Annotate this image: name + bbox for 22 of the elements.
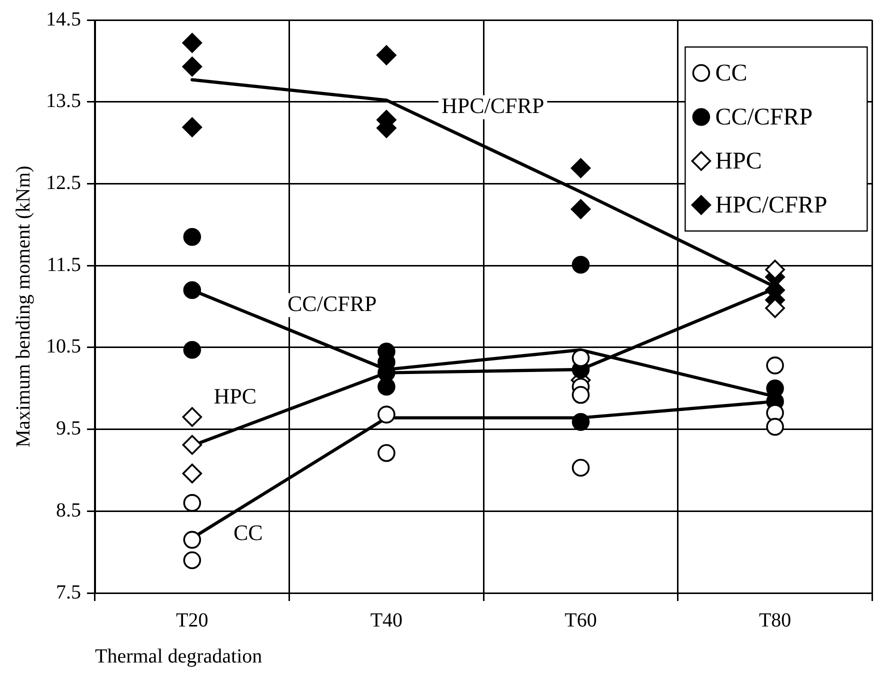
y-tick-label: 8.5 [56,499,81,522]
series-label: HPC/CFRP [441,93,544,118]
y-tick-label: 11.5 [46,254,81,276]
legend-label: CC [715,60,748,86]
y-tick-label: 13.5 [46,90,81,112]
legend-label: CC/CFRP [715,104,813,130]
x-tick-label: T80 [758,609,792,632]
x-tick-label: T40 [370,609,403,632]
y-axis-title: Maximum bending moment (kNm) [12,166,34,448]
legend-label: HPC/CFRP [715,192,828,218]
series-label: CC/CFRP [288,290,377,316]
y-tick-label: 9.5 [56,418,81,440]
x-axis-title: Thermal degradation [95,645,262,668]
y-tick-label: 7.5 [56,581,81,604]
legend-label: HPC [715,148,762,174]
series-label: CC [233,520,263,545]
y-tick-label: 10.5 [46,336,81,358]
x-tick-label: T20 [176,609,208,632]
y-tick-label: 12.5 [46,172,81,194]
y-tick-label: 14.5 [46,8,81,30]
series-label: HPC [214,383,257,408]
x-tick-label: T60 [564,609,597,632]
